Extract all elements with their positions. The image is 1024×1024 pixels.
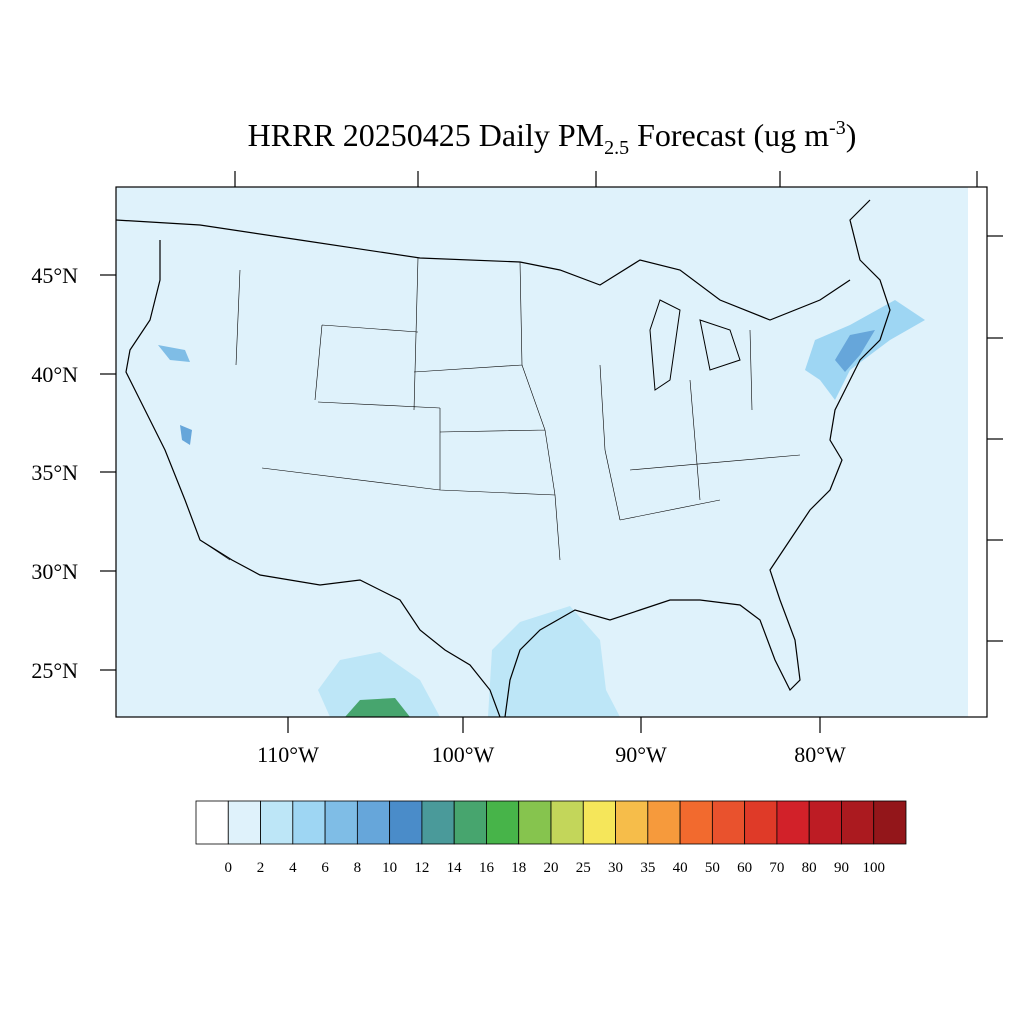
colorbar-label: 16 (479, 860, 495, 876)
title-main: HRRR 20250425 Daily PM (248, 117, 604, 153)
colorbar-label: 2 (257, 860, 265, 876)
california-plume (158, 345, 190, 362)
colorbar-label: 40 (673, 860, 688, 876)
title: HRRR 20250425 Daily PM2.5 Forecast (ug m… (248, 117, 857, 159)
lon-label: 100°W (432, 742, 495, 767)
mexico-hotspot (345, 698, 410, 717)
colorbar-box (421, 800, 455, 845)
colorbar-box (195, 800, 229, 845)
colorbar-box (582, 800, 616, 845)
colorbar-box (744, 800, 778, 845)
colorbar-label: 30 (608, 860, 623, 876)
colorbar-label: 50 (705, 860, 720, 876)
colorbar-label: 10 (382, 860, 397, 876)
colorbar-box (518, 800, 552, 845)
title-superscript: -3 (829, 117, 846, 139)
great-lakes (649, 299, 741, 391)
colorbar-box (808, 800, 842, 845)
colorbar-box (776, 800, 810, 845)
colorbar-label: 35 (640, 860, 655, 876)
frame-ticks (100, 171, 1003, 733)
colorbar-label: 12 (414, 860, 429, 876)
title-units: Forecast (ug m (629, 117, 829, 153)
lon-label: 80°W (794, 742, 846, 767)
colorbar-label: 70 (769, 860, 784, 876)
colorbar-box (324, 800, 358, 845)
lat-label: 25°N (31, 658, 78, 683)
colorbar-box (356, 800, 391, 845)
coastline (115, 199, 891, 718)
colorbar-label: 8 (354, 860, 362, 876)
title-subscript: 2.5 (604, 137, 629, 159)
colorbar-box (292, 800, 326, 845)
colorbar-box (841, 800, 875, 845)
sierra-plume (180, 425, 192, 445)
state-borders (199, 257, 801, 561)
colorbar-box (260, 800, 294, 845)
lat-label: 45°N (31, 263, 78, 288)
title-close: ) (846, 117, 857, 153)
colorbar-box (453, 800, 487, 845)
colorbar-label: 25 (576, 860, 591, 876)
northeast-core (835, 330, 875, 372)
colorbar-label: 100 (862, 860, 885, 876)
colorbar-box (615, 800, 649, 845)
no-data (968, 187, 987, 717)
colorbar: 0 2 4 6 8 10 12 14 16 18 20 25 30 35 40 50 60 70 80 90 100 (195, 800, 907, 876)
colorbar-label: 60 (737, 860, 752, 876)
colorbar-box (647, 800, 681, 845)
colorbar-label: 90 (834, 860, 849, 876)
lat-label: 35°N (31, 460, 78, 485)
colorbar-label: 14 (447, 860, 463, 876)
colorbar-box (711, 800, 746, 845)
colorbar-box (679, 800, 713, 845)
axis-labels: 45°N 40°N 35°N 30°N 25°N 110°W 100°W 90°W 80°W (31, 263, 846, 767)
colorbar-label: 80 (802, 860, 817, 876)
colorbar-label: 20 (544, 860, 559, 876)
colorbar-label: 0 (225, 860, 233, 876)
colorbar-box (550, 800, 584, 845)
colorbar-label: 18 (511, 860, 526, 876)
mexico-plume (318, 652, 440, 717)
colorbar-label: 6 (321, 860, 329, 876)
colorbar-box (389, 800, 423, 845)
lon-label: 90°W (615, 742, 667, 767)
lat-label: 30°N (31, 559, 78, 584)
colorbar-box (873, 800, 907, 845)
northeast-plume (805, 300, 925, 400)
map-frame (115, 186, 988, 718)
lon-label: 110°W (257, 742, 319, 767)
lat-label: 40°N (31, 362, 78, 387)
map (100, 171, 1003, 733)
colorbar-label: 4 (289, 860, 297, 876)
colorbar-box (227, 800, 261, 845)
colorbar-box (486, 800, 520, 845)
gulf-plume (488, 606, 620, 717)
